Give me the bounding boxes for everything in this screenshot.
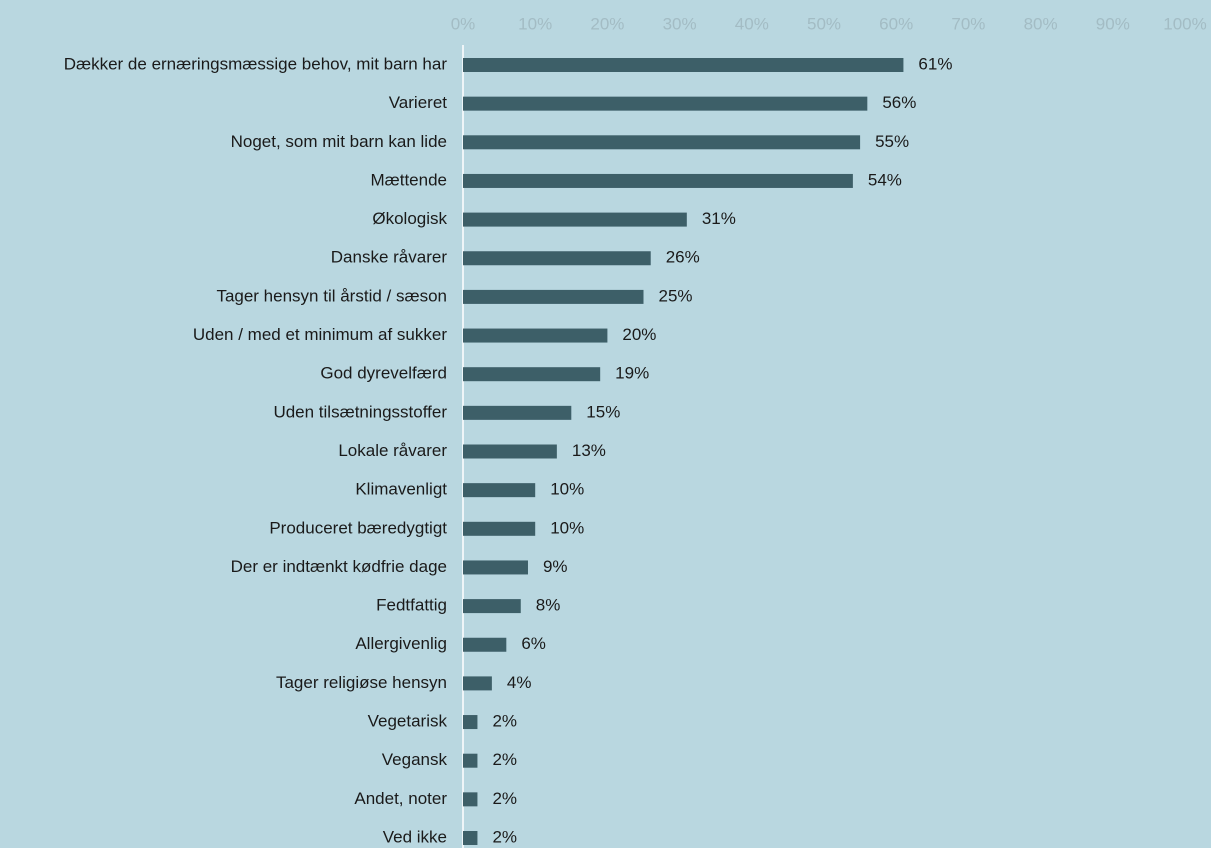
bar — [463, 444, 557, 459]
value-label: 10% — [550, 480, 584, 499]
bar — [463, 521, 536, 536]
bar — [463, 483, 536, 498]
category-label: Produceret bæredygtigt — [269, 518, 447, 537]
category-label: Fedtfattig — [376, 596, 447, 615]
category-label: Ved ikke — [383, 827, 447, 846]
category-label: Allergivenlig — [355, 634, 447, 653]
x-tick-label: 60% — [879, 14, 913, 33]
bar — [463, 405, 572, 420]
category-label: Dækker de ernæringsmæssige behov, mit ba… — [64, 54, 448, 73]
category-label: Noget, som mit barn kan lide — [231, 132, 447, 151]
x-tick-label: 20% — [590, 14, 624, 33]
bar — [463, 599, 521, 614]
bar — [463, 715, 478, 730]
bar — [463, 289, 644, 304]
value-label: 26% — [666, 248, 700, 267]
category-label: Tager hensyn til årstid / sæson — [216, 286, 447, 305]
x-tick-label: 0% — [451, 14, 476, 33]
bar — [463, 637, 507, 652]
value-label: 9% — [543, 557, 568, 576]
category-label: Der er indtænkt kødfrie dage — [231, 557, 447, 576]
category-label: God dyrevelfærd — [320, 364, 447, 383]
bar — [463, 367, 601, 382]
value-label: 56% — [882, 93, 916, 112]
category-label: Klimavenligt — [355, 480, 447, 499]
x-tick-label: 30% — [663, 14, 697, 33]
category-label: Andet, noter — [354, 789, 447, 808]
bar — [463, 792, 478, 807]
value-label: 10% — [550, 518, 584, 537]
value-label: 19% — [615, 364, 649, 383]
value-label: 2% — [492, 712, 517, 731]
x-tick-label: 40% — [735, 14, 769, 33]
value-label: 13% — [572, 441, 606, 460]
category-label: Mættende — [370, 170, 447, 189]
category-label: Danske råvarer — [331, 248, 448, 267]
value-label: 4% — [507, 673, 532, 692]
category-label: Uden / med et minimum af sukker — [193, 325, 447, 344]
category-label: Varieret — [389, 93, 448, 112]
category-label: Vegetarisk — [368, 712, 448, 731]
value-label: 2% — [492, 827, 517, 846]
bar — [463, 135, 861, 150]
category-label: Tager religiøse hensyn — [276, 673, 447, 692]
x-tick-label: 80% — [1024, 14, 1058, 33]
bar — [463, 251, 651, 266]
bar — [463, 560, 528, 575]
value-label: 6% — [521, 634, 546, 653]
category-label: Økologisk — [372, 209, 447, 228]
bar — [463, 173, 853, 188]
x-tick-label: 50% — [807, 14, 841, 33]
category-label: Vegansk — [382, 750, 448, 769]
value-label: 2% — [492, 750, 517, 769]
x-tick-label: 100% — [1163, 14, 1206, 33]
bar — [463, 676, 492, 691]
value-label: 61% — [918, 54, 952, 73]
bar — [463, 212, 687, 227]
category-label: Lokale råvarer — [338, 441, 447, 460]
value-label: 54% — [868, 170, 902, 189]
x-tick-label: 70% — [951, 14, 985, 33]
x-tick-label: 10% — [518, 14, 552, 33]
value-label: 2% — [492, 789, 517, 808]
bar — [463, 58, 904, 72]
bar — [463, 96, 868, 111]
value-label: 8% — [536, 596, 561, 615]
bar — [463, 328, 608, 343]
value-label: 31% — [702, 209, 736, 228]
value-label: 20% — [622, 325, 656, 344]
value-label: 55% — [875, 132, 909, 151]
value-label: 25% — [659, 286, 693, 305]
bar — [463, 753, 478, 768]
bar — [463, 831, 478, 845]
x-tick-label: 90% — [1096, 14, 1130, 33]
value-label: 15% — [586, 402, 620, 421]
category-label: Uden tilsætningsstoffer — [273, 402, 447, 421]
